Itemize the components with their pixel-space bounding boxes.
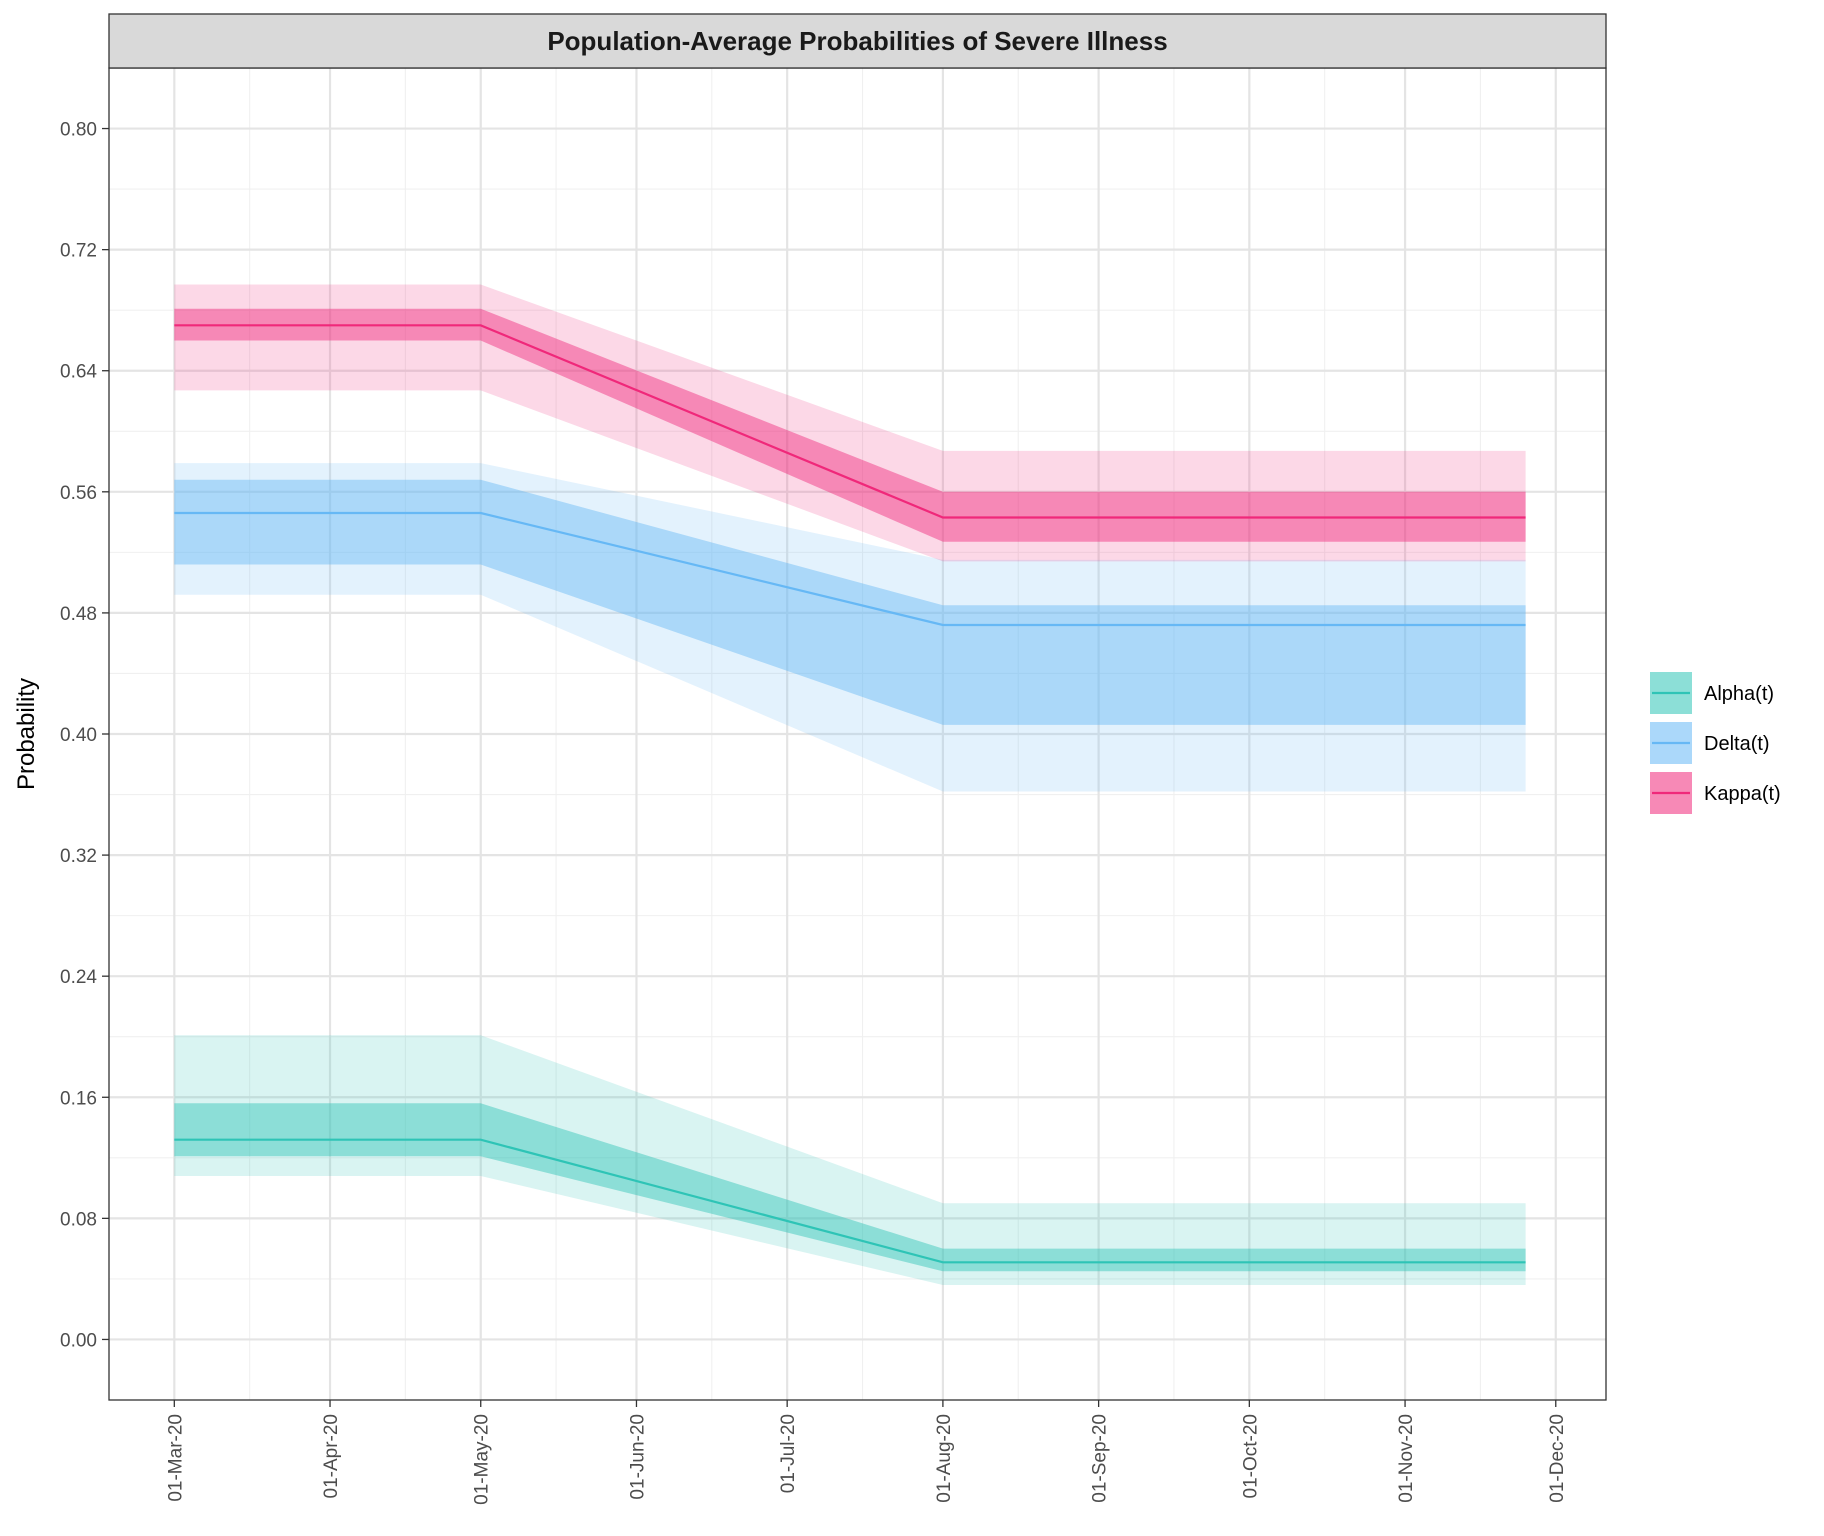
grid-major <box>109 68 1606 1400</box>
series-lines <box>174 324 1526 1264</box>
y-tick-label: 0.16 <box>60 1088 97 1109</box>
y-tick-label: 0.56 <box>60 483 97 504</box>
y-tick-label: 0.08 <box>60 1209 97 1230</box>
x-tick-label: 01-Nov-20 <box>1396 1414 1417 1503</box>
band-outer-alphat <box>174 1035 1526 1285</box>
legend: Alpha(t) Delta(t) Kappa(t) <box>1650 672 1781 814</box>
y-tick-label: 0.40 <box>60 725 97 746</box>
x-tick-label: 01-Jun-20 <box>627 1414 648 1500</box>
y-tick-label: 0.48 <box>60 604 97 625</box>
title-strip-background <box>108 13 1607 69</box>
y-tick-label: 0.24 <box>60 967 97 988</box>
band-outer-deltat <box>174 463 1526 792</box>
series-line-deltat <box>174 511 1526 627</box>
x-tick-label: 01-Sep-20 <box>1090 1414 1111 1503</box>
x-tick-label: 01-May-20 <box>472 1414 493 1505</box>
x-tick-label: 01-Apr-20 <box>321 1414 342 1499</box>
y-axis-ticks: 0.00 0.08 0.16 0.24 0.32 0.40 0.48 0.56 0.64 0.72… <box>60 120 109 1351</box>
y-tick-label: 0.72 <box>60 241 97 262</box>
x-tick-label: 01-Aug-20 <box>934 1414 955 1503</box>
x-tick-label: 01-Jul-20 <box>778 1414 799 1493</box>
series-line-kappat <box>174 324 1526 519</box>
x-tick-label: 01-Oct-20 <box>1240 1414 1261 1498</box>
y-tick-label: 0.00 <box>60 1330 97 1351</box>
legend-label-kappat: Kappa(t) <box>1704 783 1781 805</box>
y-tick-label: 0.64 <box>60 362 97 383</box>
legend-label-deltat: Delta(t) <box>1704 733 1770 755</box>
y-tick-label: 0.32 <box>60 846 97 867</box>
band-outer-kappat <box>174 284 1526 562</box>
x-tick-label: 01-Mar-20 <box>165 1414 186 1502</box>
legend-label-alphat: Alpha(t) <box>1704 683 1774 705</box>
band-inner-alphat <box>174 1103 1526 1272</box>
x-tick-label: 01-Dec-20 <box>1547 1414 1568 1503</box>
y-axis-title: Probability <box>13 678 40 790</box>
x-axis-ticks: 01-Mar-20 01-Apr-20 01-May-20 01-Jun-20 01-J… <box>165 1400 1568 1505</box>
y-tick-label: 0.80 <box>60 120 97 141</box>
chart-title: Population-Average Probabilities of Seve… <box>547 26 1167 56</box>
title-strip: Population-Average Probabilities of Seve… <box>108 13 1607 69</box>
series-line-alphat <box>174 1138 1526 1264</box>
